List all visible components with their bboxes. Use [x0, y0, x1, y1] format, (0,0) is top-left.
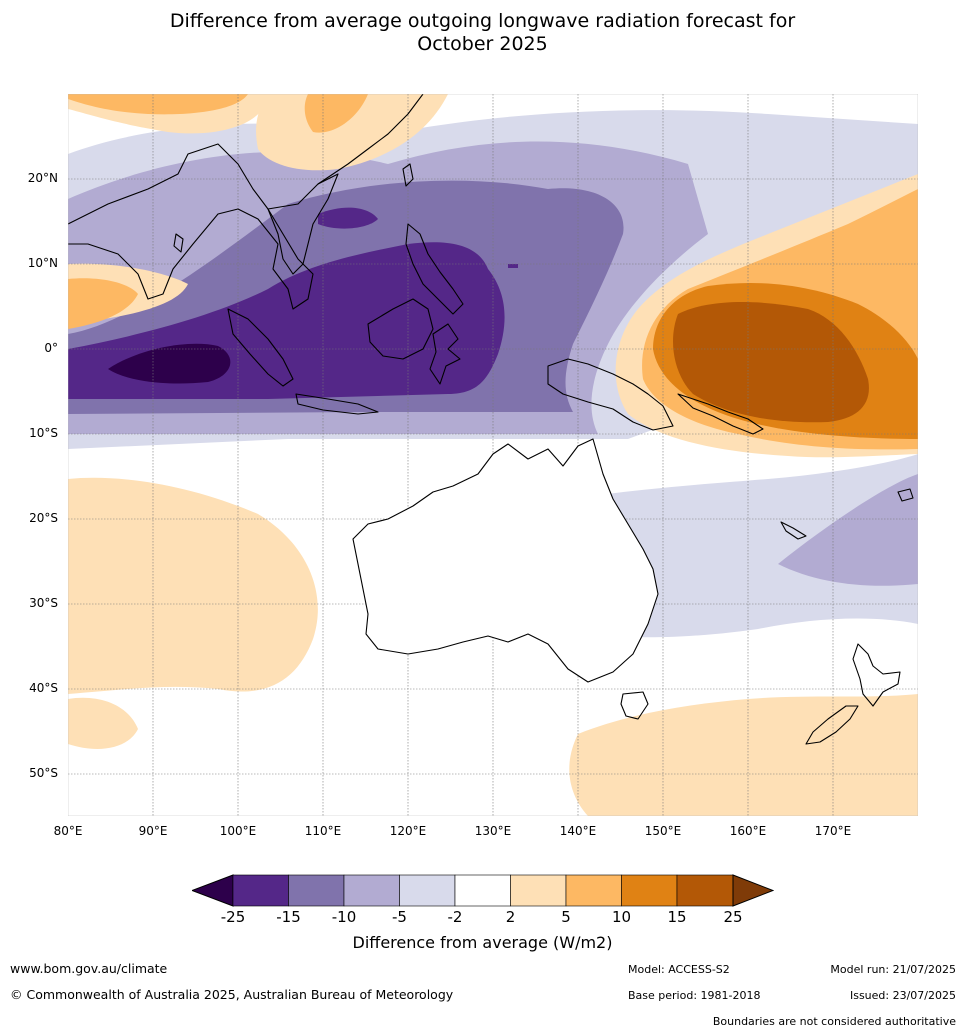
lat-label-10s: 10°S	[29, 426, 58, 440]
base-period-info: Base period: 1981-2018	[628, 989, 761, 1002]
map-title: Difference from average outgoing longwav…	[0, 10, 965, 56]
coastline-new-zealand-north	[852, 643, 901, 707]
coastline-solomon-islands	[677, 393, 764, 435]
coastline-tasmania	[620, 691, 649, 720]
colorbar-tick: 25	[723, 908, 743, 926]
lat-label-10n: 10°N	[27, 256, 58, 270]
colorbar-bin-8	[621, 874, 678, 907]
anomaly-region-15-to-25	[673, 302, 869, 423]
lon-label-140e: 140°E	[559, 824, 597, 838]
title-line-2: October 2025	[417, 33, 548, 55]
coastline-new-caledonia	[780, 521, 807, 540]
lon-label-80e: 80°E	[53, 824, 83, 838]
colorbar-bin-1	[232, 874, 289, 907]
title-line-1: Difference from average outgoing longwav…	[169, 10, 796, 32]
coastline-philippines	[405, 223, 464, 315]
coastline-taiwan	[402, 163, 414, 187]
model-info: Model: ACCESS-S2	[628, 963, 730, 976]
colorbar-tick: -5	[392, 908, 407, 926]
lat-label-50s: 50°S	[29, 766, 58, 780]
lon-label-160e: 160°E	[729, 824, 767, 838]
lon-label-150e: 150°E	[644, 824, 682, 838]
colorbar-tick: 2	[505, 908, 516, 926]
copyright-text: © Commonwealth of Australia 2025, Austra…	[10, 987, 454, 1002]
boundaries-note: Boundaries are not considered authoritat…	[712, 1015, 956, 1028]
lat-label-equator: 0°	[44, 341, 58, 355]
anomaly-region-minus25-to-minus15-north	[318, 207, 378, 229]
colorbar-tick: 10	[611, 908, 632, 926]
anomaly-region-2-to-5-china	[256, 94, 448, 171]
colorbar-tick: -2	[447, 908, 463, 926]
lon-label-110e: 110°E	[304, 824, 342, 838]
colorbar-tick: -25	[220, 908, 246, 926]
coastline-sulawesi	[429, 323, 461, 385]
colorbar-tick: -10	[331, 908, 357, 926]
colorbar-tick: 5	[561, 908, 571, 926]
lat-label-20n: 20°N	[27, 171, 58, 185]
lat-label-20s: 20°S	[29, 511, 58, 525]
colorbar-label: Difference from average (W/m2)	[352, 933, 613, 952]
anomaly-region-minus25-to-minus15-east	[508, 264, 518, 268]
anomaly-region-2-to-5-southern-ocean	[68, 694, 918, 816]
lat-label-30s: 30°S	[29, 596, 58, 610]
coastline-australia	[352, 438, 659, 683]
coastlines	[68, 94, 914, 745]
coastline-china-east	[317, 94, 424, 185]
coastline-mainland-asia	[68, 143, 314, 310]
anomaly-region-minus10-to-minus5-southeast	[778, 474, 918, 586]
colorbar-bin-7	[565, 874, 622, 907]
colorbar-bin-6	[510, 874, 567, 907]
lon-label-170e: 170°E	[814, 824, 852, 838]
colorbar-tick: -15	[276, 908, 301, 926]
olr-anomaly-map	[68, 94, 918, 816]
lon-label-100e: 100°E	[219, 824, 257, 838]
lat-label-40s: 40°S	[29, 681, 58, 695]
issued-date: Issued: 23/07/2025	[849, 989, 956, 1002]
lon-label-130e: 130°E	[474, 824, 512, 838]
lon-label-90e: 90°E	[138, 824, 168, 838]
colorbar-bin-3	[343, 874, 400, 907]
coastline-sri-lanka	[173, 233, 184, 253]
colorbar-bin-2	[288, 874, 345, 907]
colorbar-bin-9	[676, 874, 734, 907]
anomaly-region-5-to-10-north	[68, 94, 368, 133]
coastline-borneo	[367, 298, 434, 360]
coastline-sumatra	[227, 308, 294, 387]
lon-label-120e: 120°E	[389, 824, 427, 838]
colorbar-tick: 15	[667, 908, 687, 926]
coastline-fiji	[897, 488, 914, 502]
colorbar-bin-5	[454, 874, 511, 907]
model-run-date: Model run: 21/07/2025	[830, 963, 956, 976]
colorbar-bin-4	[399, 874, 456, 907]
coastline-new-guinea	[547, 358, 674, 431]
anomaly-region-2-to-5-indian-ocean	[68, 477, 318, 694]
coastline-java	[295, 393, 379, 415]
anomaly-region-below-minus25	[108, 343, 231, 384]
anomaly-region-5-to-10-west	[68, 278, 138, 329]
coastline-indochina	[267, 173, 339, 275]
colorbar-extend-low	[192, 874, 234, 907]
colorbar	[192, 874, 774, 907]
colorbar-extend-high	[732, 874, 774, 907]
coastline-new-zealand-south	[805, 705, 859, 745]
website-link[interactable]: www.bom.gov.au/climate	[10, 961, 168, 976]
